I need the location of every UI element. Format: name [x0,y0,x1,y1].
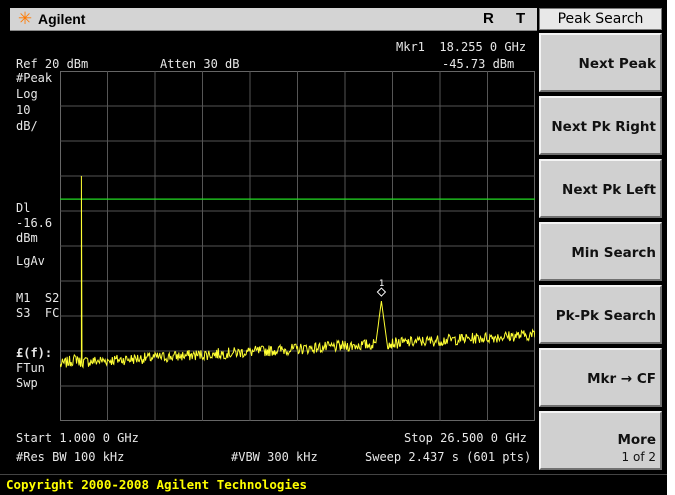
more-button[interactable]: More 1 of 2 [539,411,662,470]
status-bar: Copyright 2000-2008 Agilent Technologies [0,474,667,495]
marker-1[interactable]: 1 [376,279,387,297]
softkey-label: Next Pk Right [551,119,656,135]
sweep-label: Swp [16,376,38,390]
trace-mode-label-1: M1 S2 [16,291,60,305]
softkey-label: Next Peak [578,56,656,72]
softkey-label: Mkr → CF [587,371,656,387]
start-frequency: Start 1.000 0 GHz [16,431,139,445]
softkey-page-indicator: 1 of 2 [621,450,656,464]
remote-indicator: R [483,10,494,27]
ref-level-label: Ref 20 dBm [16,57,89,71]
softkey-label: Min Search [571,245,656,261]
spectrum-display[interactable]: 1 [60,71,535,421]
title-bar: ✳ Agilent R T [10,8,537,31]
resolution-bandwidth: #Res BW 100 kHz [16,450,125,464]
display-line-label: Dl [16,201,31,215]
marker-diamond-icon [376,287,387,297]
scale-type-label: Log [16,87,38,101]
min-search-button[interactable]: Min Search [539,222,662,281]
video-bandwidth: #VBW 300 kHz [231,450,318,464]
freq-tune-label: FTun [16,361,45,375]
softkey-label: Pk-Pk Search [555,308,656,324]
marker-to-cf-button[interactable]: Mkr → CF [539,348,662,407]
detector-label: #Peak [16,71,53,85]
trigger-indicator: T [516,10,526,27]
marker-number: 1 [379,279,384,289]
average-type-label: LgAv [16,254,45,268]
pk-pk-search-button[interactable]: Pk-Pk Search [539,285,662,344]
softkey-label: More [617,432,656,448]
display-line-unit: dBm [16,231,38,245]
next-peak-button[interactable]: Next Peak [539,33,662,92]
marker-frequency-readout: Mkr1 18.255 0 GHz [396,40,527,54]
correction-label: £(f): [16,346,53,360]
attenuation-label: Atten 30 dB [160,57,240,71]
scale-unit-label: dB/ [16,119,38,133]
menu-title: Peak Search [539,8,662,30]
sweep-time: Sweep 2.437 s (601 pts) [365,450,532,464]
marker-amplitude-readout: -45.73 dBm [442,57,515,71]
brand-name: Agilent [38,11,86,27]
softkey-label: Next Pk Left [562,182,656,198]
trace-mode-label-2: S3 FC [16,306,60,320]
scale-value-label: 10 [16,103,31,117]
spectrum-trace [60,175,535,369]
copyright-text: Copyright 2000-2008 Agilent Technologies [6,477,308,492]
stop-frequency: Stop 26.500 0 GHz [404,431,527,445]
next-peak-left-button[interactable]: Next Pk Left [539,159,662,218]
agilent-spark-icon: ✳ [17,9,33,29]
graticule-lines [60,71,535,421]
next-peak-right-button[interactable]: Next Pk Right [539,96,662,155]
display-line-value: -16.6 [16,216,53,230]
